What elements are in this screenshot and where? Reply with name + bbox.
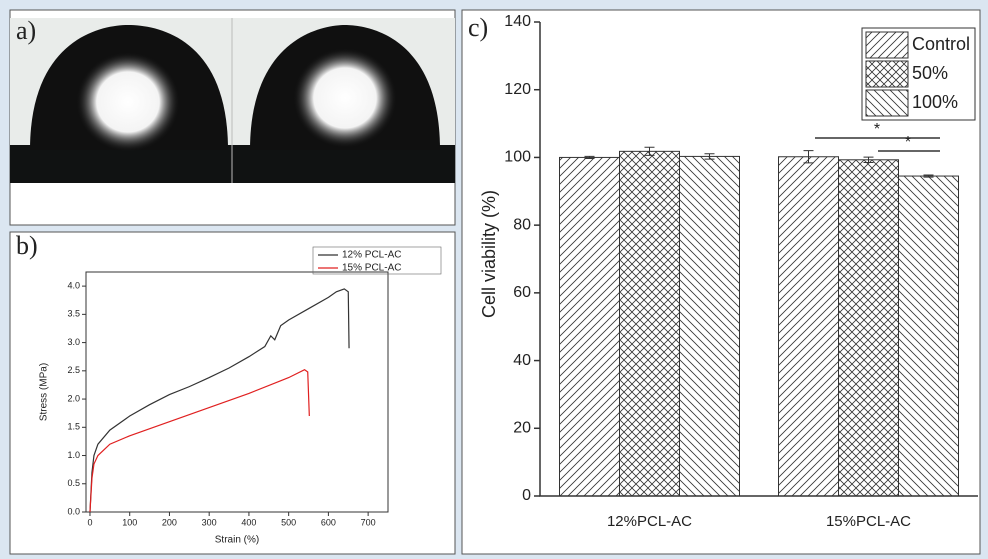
y-tick-label: 100 (504, 149, 531, 166)
y-tick-label: 20 (513, 420, 531, 437)
y-tick-label: 0 (522, 487, 531, 504)
y-tick-label: 60 (513, 284, 531, 301)
x-axis-label: Strain (%) (215, 535, 259, 546)
x-tick-label: 15%PCL-AC (826, 513, 911, 530)
error-bar (644, 146, 655, 156)
y-tick-label: 3.5 (67, 309, 80, 319)
panel-label: b) (16, 231, 38, 260)
y-axis-label: Cell viability (%) (479, 190, 499, 318)
x-tick-label: 200 (162, 517, 177, 527)
x-tick-label: 600 (321, 517, 336, 527)
y-tick-label: 3.0 (67, 337, 80, 347)
x-tick-label: 500 (281, 517, 296, 527)
y-axis-label: Stress (MPa) (39, 363, 50, 421)
bar (679, 155, 740, 497)
legend-label: 12% PCL-AC (342, 250, 401, 261)
error-bar (863, 156, 874, 164)
y-tick-label: 4.0 (67, 280, 80, 290)
y-tick-label: 1.5 (67, 422, 80, 432)
panel-label: a) (16, 16, 36, 45)
error-bar (584, 155, 595, 159)
bar (778, 156, 839, 497)
y-tick-label: 1.0 (67, 450, 80, 460)
x-tick-label: 0 (87, 517, 92, 527)
annotation: * (905, 134, 911, 151)
x-tick-label: 700 (361, 517, 376, 527)
x-tick-label: 12%PCL-AC (607, 513, 692, 530)
x-tick-label: 400 (241, 517, 256, 527)
y-tick-label: 80 (513, 216, 531, 233)
bar (619, 150, 680, 497)
legend-swatch (865, 89, 909, 117)
y-tick-label: 0.5 (67, 478, 80, 488)
bar (838, 159, 899, 497)
x-tick-label: 300 (202, 517, 217, 527)
legend-label: 15% PCL-AC (342, 263, 401, 274)
error-bar (704, 153, 715, 160)
y-tick-label: 120 (504, 81, 531, 98)
legend-label: 50% (912, 63, 948, 83)
error-bar (803, 150, 814, 164)
panel-label: c) (468, 13, 488, 42)
x-tick-label: 100 (122, 517, 137, 527)
legend-swatch (865, 60, 909, 88)
y-tick-label: 140 (504, 13, 531, 30)
y-tick-label: 2.0 (67, 393, 80, 403)
annotation: * (874, 121, 880, 138)
legend-label: Control (912, 34, 970, 54)
legend-swatch (865, 31, 909, 59)
droplet-photo (10, 18, 455, 183)
legend-label: 100% (912, 92, 958, 112)
y-tick-label: 2.5 (67, 365, 80, 375)
legend-frame (312, 246, 442, 275)
bar (559, 156, 620, 497)
plot-frame (85, 271, 389, 513)
y-tick-label: 40 (513, 352, 531, 369)
y-tick-label: 0.0 (67, 506, 80, 516)
significance-bracket (815, 137, 940, 152)
error-bar (923, 174, 934, 178)
bar (898, 175, 959, 497)
line (89, 368, 310, 513)
line (89, 288, 350, 513)
